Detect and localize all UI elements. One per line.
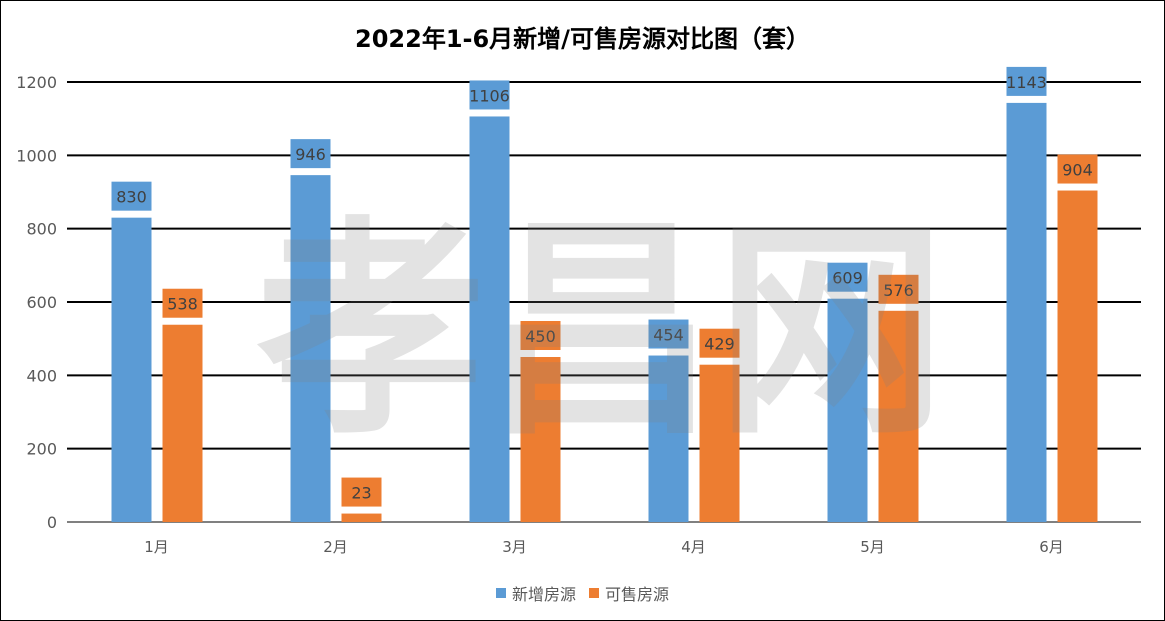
bar [290, 175, 331, 522]
y-tick-label: 800 [26, 220, 57, 239]
data-label-box [699, 328, 740, 358]
y-tick-label: 600 [26, 293, 57, 312]
y-tick-label: 200 [26, 440, 57, 459]
bar [520, 357, 561, 522]
x-tick-label: 4月 [681, 538, 706, 556]
bar [827, 298, 868, 522]
x-tick-label: 2月 [323, 538, 348, 556]
y-tick-label: 1200 [16, 73, 57, 92]
data-label-box [520, 321, 561, 350]
data-label: 1143 [1006, 73, 1047, 92]
data-label-box [1006, 66, 1047, 96]
chart-title: 2022年1-6月新增/可售房源对比图（套） [355, 25, 810, 53]
data-label: 450 [525, 327, 556, 346]
bar [648, 355, 689, 522]
data-label: 830 [116, 188, 147, 207]
legend-swatch-sale [589, 588, 600, 598]
data-label: 429 [704, 335, 735, 354]
bar [878, 310, 919, 522]
legend-item-sale: 可售房源 [589, 581, 669, 605]
data-label-box [469, 80, 510, 110]
data-label: 454 [653, 326, 684, 345]
bar [1006, 102, 1047, 523]
legend-label-new: 新增房源 [511, 585, 576, 604]
bar [162, 324, 203, 522]
data-label-box [341, 477, 382, 507]
data-label: 538 [167, 295, 198, 314]
legend: 新增房源 可售房源 [1, 581, 1164, 605]
data-label-box [162, 288, 203, 318]
data-label-box [827, 262, 868, 292]
x-tick-label: 5月 [860, 538, 885, 556]
watermark: 孝昌网 [256, 199, 946, 466]
bar [469, 116, 510, 522]
x-tick-label: 3月 [502, 538, 527, 556]
bar [111, 217, 152, 522]
y-tick-label: 400 [26, 366, 57, 385]
legend-label-sale: 可售房源 [605, 585, 670, 604]
data-label-box [290, 139, 331, 169]
legend-item-new: 新增房源 [495, 581, 576, 605]
data-label: 1106 [469, 86, 510, 105]
y-tick-label: 1000 [16, 146, 57, 165]
data-label-box [648, 319, 689, 349]
data-label: 904 [1062, 161, 1093, 180]
bar [341, 513, 382, 522]
data-label: 576 [883, 281, 914, 300]
y-tick-label: 0 [47, 513, 57, 532]
bar [1057, 190, 1098, 523]
data-label-box [111, 181, 152, 211]
data-label-box [878, 274, 919, 304]
data-label: 946 [295, 145, 326, 164]
x-tick-label: 1月 [144, 538, 169, 556]
legend-swatch-new [495, 588, 506, 598]
data-label: 609 [832, 269, 863, 288]
bar [699, 364, 740, 522]
data-label-box [1057, 154, 1098, 184]
x-tick-label: 6月 [1039, 538, 1064, 556]
data-label: 23 [351, 484, 371, 503]
